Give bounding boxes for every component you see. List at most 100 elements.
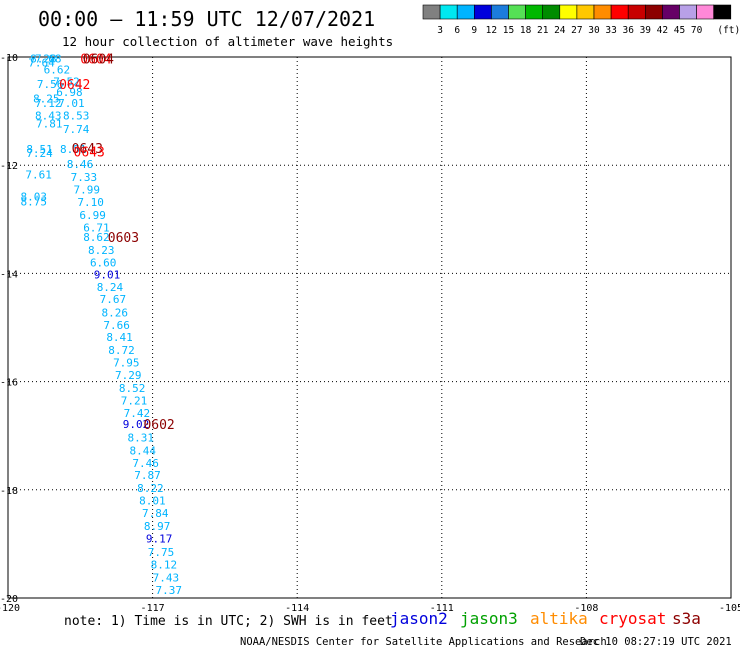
- swh-point: 8.25: [33, 93, 60, 106]
- scale-tick-label: 30: [588, 25, 600, 36]
- swh-point: 8.46: [67, 158, 94, 171]
- pass-time-label: 0643: [74, 146, 105, 161]
- swh-point: 6.60: [90, 257, 117, 270]
- plot-frame: [7, 56, 732, 599]
- swh-point: 7.81: [36, 118, 63, 131]
- y-tick-label: -16: [0, 378, 18, 389]
- scale-tick-label: 15: [503, 25, 514, 36]
- scale-swatch: [644, 4, 663, 20]
- swh-point: 8.43: [35, 109, 62, 122]
- scale-tick-label: 45: [674, 25, 685, 36]
- swh-point: 7.99: [74, 184, 101, 197]
- swh-point: 8.26: [102, 306, 128, 319]
- scale-swatch: [508, 4, 526, 20]
- satellite-legend-altika: altika: [530, 609, 588, 628]
- swh-point: 8.52: [119, 382, 146, 395]
- data-points: 8.287.687.646.627.527.566.988.257.017.12…: [21, 53, 182, 597]
- color-scale-legend: 3 6 9 12 15 18 21 24 27 30 33 36 39 42 45 70 (ft): [422, 4, 740, 36]
- swh-point: 7.75: [148, 546, 175, 559]
- x-tick-label: -108: [574, 603, 598, 614]
- x-tick-label: -120: [0, 603, 20, 614]
- scale-swatch: [679, 4, 697, 20]
- swh-point: 6.98: [56, 86, 82, 99]
- scale-swatch: [593, 4, 612, 20]
- scale-swatch: [576, 4, 595, 20]
- swh-point: 8.23: [88, 244, 115, 257]
- scale-swatch: [559, 4, 578, 20]
- swh-point: 7.24: [26, 147, 53, 160]
- swh-point: 6.99: [79, 209, 106, 222]
- scale-tick-label: 3: [437, 25, 443, 36]
- swh-point: 8.62: [83, 231, 110, 244]
- scale-swatch: [696, 4, 714, 20]
- swh-point: 9.17: [146, 532, 173, 545]
- y-tick-label: -20: [0, 594, 18, 605]
- swh-point: 8.01: [139, 495, 166, 508]
- y-tick-label: -18: [0, 486, 18, 497]
- x-tick-label: -117: [141, 603, 165, 614]
- swh-point: 8.24: [97, 281, 124, 294]
- satellite-legend-s3a: s3a: [672, 609, 701, 628]
- swh-point: 8.22: [137, 482, 164, 495]
- swh-point: 8.31: [128, 431, 155, 444]
- scale-swatch: [525, 4, 543, 20]
- swh-point: 8.51: [60, 143, 87, 156]
- swh-point: 8.03: [21, 191, 47, 204]
- swh-point: 7.56: [37, 78, 64, 91]
- x-tick-label: -111: [430, 603, 454, 614]
- swh-point: 8.12: [151, 558, 178, 571]
- x-tick-label: -114: [285, 603, 309, 614]
- swh-point: 7.21: [121, 395, 147, 408]
- scale-tick-label: 42: [657, 25, 668, 36]
- swh-point: 7.66: [103, 319, 130, 332]
- swh-point: 6.71: [83, 221, 110, 234]
- swh-point: 7.74: [63, 123, 90, 136]
- scale-tick-label: 12: [486, 25, 497, 36]
- swh-point: 7.33: [71, 171, 98, 184]
- scale-tick-label: 18: [520, 25, 532, 36]
- swh-point: 7.64: [28, 56, 55, 69]
- pass-time-label: 0643: [72, 142, 103, 157]
- scale-swatch: [422, 4, 441, 20]
- scale-tick-label: 39: [640, 25, 652, 36]
- x-tick-label: -105: [719, 603, 740, 614]
- scale-unit-label: (ft): [717, 25, 740, 36]
- scale-tick-label: 36: [622, 25, 634, 36]
- swh-point: 7.95: [113, 357, 139, 370]
- y-axis-ticks: -10 -12 -14 -16 -18 -20: [0, 53, 18, 605]
- swh-point: 9.01: [94, 268, 121, 281]
- swh-point: 7.61: [25, 168, 51, 181]
- swh-point: 7.84: [142, 507, 169, 520]
- swh-point: 8.28: [30, 53, 56, 66]
- pass-time-label: 0603: [108, 231, 139, 246]
- satellite-legend-jason3: jason3: [460, 609, 518, 628]
- swh-point: 7.01: [58, 97, 85, 110]
- swh-point: 8.72: [108, 344, 135, 357]
- swh-point: 7.42: [124, 407, 150, 420]
- swh-point: 9.02: [123, 418, 150, 431]
- scale-swatch: [473, 4, 492, 20]
- swh-point: 8.97: [144, 520, 171, 533]
- scale-tick-label: 6: [454, 25, 460, 36]
- scale-swatch: [542, 4, 561, 20]
- footer-note: note: 1) Time is in UTC; 2) SWH is in fe…: [64, 614, 393, 629]
- pass-time-label: 0642: [59, 78, 90, 93]
- chart-grid: [8, 57, 731, 598]
- chart-title: 00:00 — 11:59 UTC 12/07/2021: [38, 7, 375, 31]
- footer-timestamp: Dec 10 08:27:19 UTC 2021: [580, 636, 732, 648]
- swh-point: 8.75: [21, 195, 47, 208]
- x-axis-ticks: -120 -117 -114 -111 -108 -105: [0, 603, 740, 614]
- scale-swatch: [627, 4, 646, 20]
- scale-swatch: [456, 4, 475, 20]
- satellite-legend-cryosat: cryosat: [599, 609, 666, 628]
- swh-point: 7.52: [53, 75, 80, 88]
- scale-swatch: [713, 4, 732, 20]
- swh-point: 7.43: [153, 571, 180, 584]
- pass-time-label: 0604: [83, 53, 114, 68]
- scale-tick-label: 24: [554, 25, 566, 36]
- swh-point: 7.68: [35, 53, 62, 66]
- swh-point: 7.29: [115, 369, 142, 382]
- swh-point: 8.44: [129, 444, 156, 457]
